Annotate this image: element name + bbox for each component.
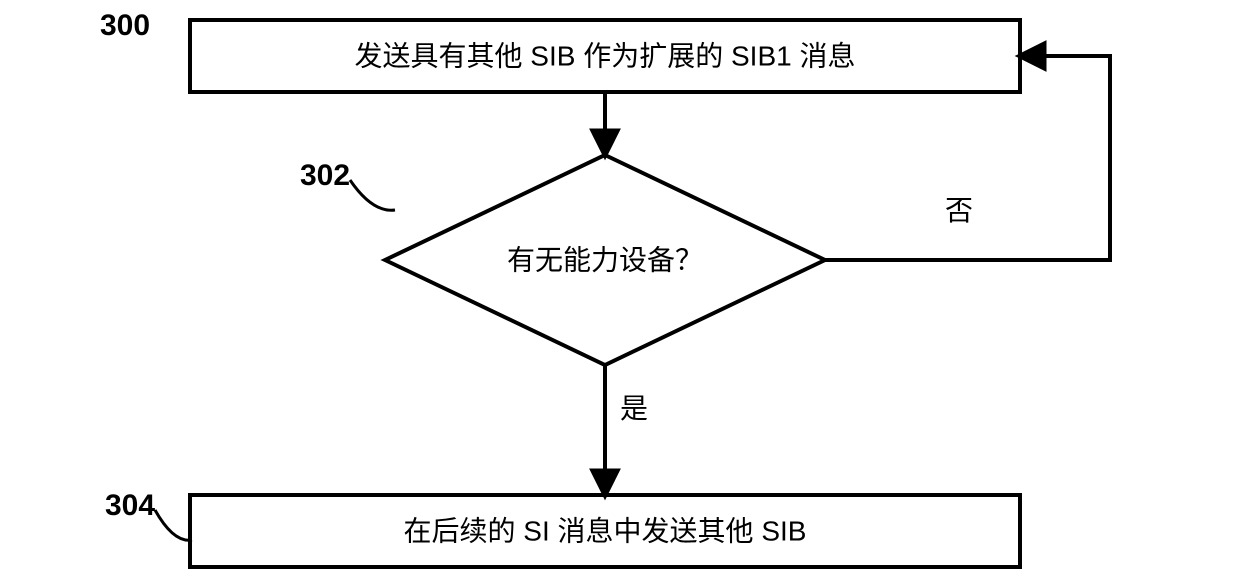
ref-pointer-n304 [155, 510, 192, 540]
flow-box-label-n304: 在后续的 SI 消息中发送其他 SIB [404, 515, 807, 546]
edge-label-e3: 否 [945, 195, 973, 226]
flow-box-label-n300: 发送具有其他 SIB 作为扩展的 SIB1 消息 [355, 40, 856, 71]
edge-e3 [825, 56, 1110, 260]
flow-diamond-label-n302: 有无能力设备？ [507, 244, 703, 275]
ref-n300: 300 [100, 9, 150, 42]
ref-pointer-n302 [350, 180, 395, 210]
ref-n302: 302 [300, 159, 350, 192]
edge-label-e2: 是 [620, 393, 648, 424]
ref-n304: 304 [105, 489, 155, 522]
